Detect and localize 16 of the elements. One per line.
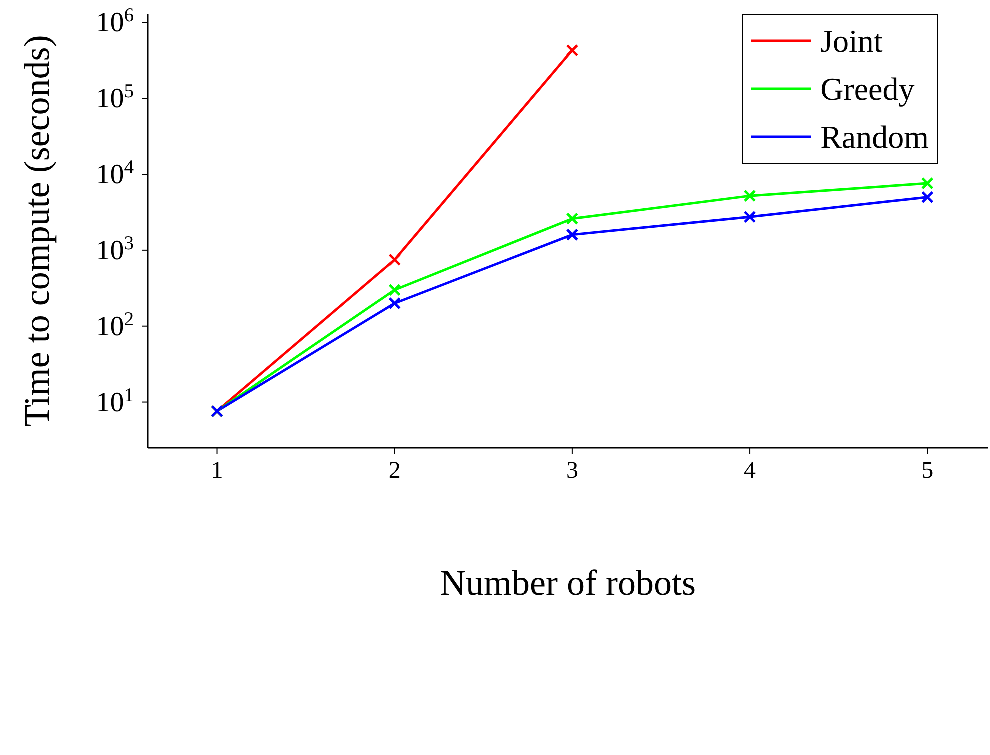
x-tick-label: 3 — [566, 458, 578, 484]
y-tick-label: 10$^{6}$ — [96, 5, 134, 39]
x-tick-label: 1 — [211, 458, 224, 484]
x-tick-label: 5 — [922, 458, 934, 484]
x-tick-label: 4 — [744, 458, 756, 484]
legend-label: Random — [820, 118, 929, 157]
x-tick-label: 2 — [388, 458, 401, 484]
y-tick-label: 10$^{1}$ — [96, 384, 134, 418]
legend-label: Joint — [820, 22, 883, 61]
y-axis-title: Time to compute (seconds) — [16, 35, 57, 427]
y-tick-label: 10$^{3}$ — [96, 232, 134, 266]
x-axis-title: Number of robots — [440, 563, 696, 603]
y-tick-label: 10$^{5}$ — [96, 81, 134, 115]
legend-label: Greedy — [820, 70, 915, 109]
y-tick-label: 10$^{2}$ — [96, 308, 134, 342]
y-tick-label: 10$^{4}$ — [96, 157, 134, 191]
